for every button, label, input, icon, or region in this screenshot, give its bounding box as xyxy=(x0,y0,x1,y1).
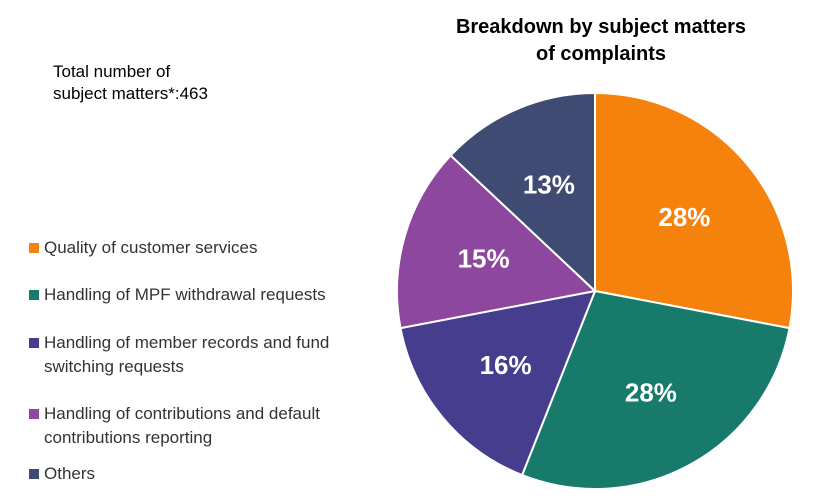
pie-slice xyxy=(399,289,597,477)
legend-label-line: Handling of member records and fund xyxy=(44,333,330,352)
legend-swatch-icon xyxy=(29,290,39,300)
legend-label-line: Handling of contributions and default xyxy=(44,404,320,423)
pie-slice-percent-label: 28% xyxy=(658,202,710,232)
total-note-line-1: Total number of xyxy=(53,62,171,81)
chart-title-line-2: of complaints xyxy=(535,43,666,65)
legend-label: Quality of customer services xyxy=(44,236,374,260)
chart-title: Breakdown by subject matters of complain… xyxy=(430,14,772,68)
pie-slice xyxy=(449,91,596,294)
pie-slice xyxy=(520,289,791,490)
pie-slice-percent-label: 28% xyxy=(625,378,677,408)
chart-title-line-1: Breakdown by subject matters xyxy=(455,16,747,38)
total-subject-matters-note: Total number of subject matters*:463 xyxy=(53,61,273,105)
pie-slice-percent-label: 16% xyxy=(480,350,532,380)
legend-label: Handling of contributions and default co… xyxy=(44,402,374,450)
pie-slice-percent-label: 13% xyxy=(523,170,575,200)
legend-label: Handling of member records and fund swit… xyxy=(44,331,374,379)
legend-label-line: switching requests xyxy=(44,357,184,376)
legend-label-line: Others xyxy=(44,464,96,483)
total-note-line-2: subject matters*:463 xyxy=(53,84,208,103)
legend-label-line: contributions reporting xyxy=(44,428,213,447)
legend-label: Others xyxy=(44,462,374,486)
legend-label-line: Quality of customer services xyxy=(44,238,258,257)
pie-slice xyxy=(594,91,794,330)
pie-slice-percent-label: 15% xyxy=(458,244,510,274)
legend-swatch-icon xyxy=(29,409,39,419)
legend-swatch-icon xyxy=(29,469,39,479)
legend-swatch-icon xyxy=(29,338,39,348)
legend-swatch-icon xyxy=(29,243,39,253)
pie-slice xyxy=(396,154,598,330)
legend-label-line: Handling of MPF withdrawal requests xyxy=(44,285,326,304)
legend-label: Handling of MPF withdrawal requests xyxy=(44,283,374,307)
